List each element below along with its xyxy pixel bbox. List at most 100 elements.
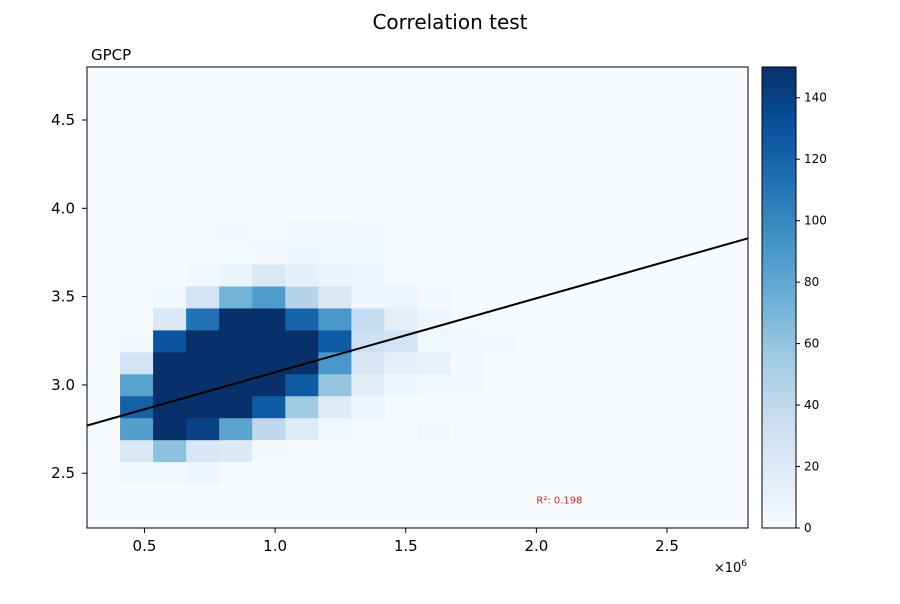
heatmap-cell: [318, 374, 352, 397]
heatmap-cell: [219, 418, 253, 441]
heatmap-cell: [285, 308, 319, 331]
y-tick-label: 4.5: [51, 111, 75, 129]
heatmap-cell: [186, 286, 220, 309]
colorbar-tick-label: 60: [804, 337, 819, 351]
r-squared-annotation: R²: 0.198: [536, 495, 582, 506]
heatmap-cell: [582, 308, 617, 331]
heatmap-cell: [681, 352, 716, 375]
x-offset-exponent: 6: [741, 559, 747, 569]
heatmap-cell: [351, 352, 385, 375]
heatmap-cell: [285, 330, 319, 353]
heatmap-cell: [120, 374, 154, 397]
y-tick-label: 3.0: [51, 376, 75, 394]
axes-title: GPCP: [91, 46, 131, 64]
heatmap-cell: [252, 264, 286, 287]
heatmap-cell: [417, 286, 451, 309]
heatmap-cell: [417, 374, 451, 397]
heatmap-cell: [549, 308, 584, 331]
heatmap-cell: [384, 396, 418, 419]
plot-frame: [86, 66, 749, 529]
colorbar-tick-label: 120: [804, 152, 827, 166]
heatmap-cell: [351, 154, 385, 178]
heatmap-cell: [186, 220, 220, 243]
heatmap-cell: [285, 396, 319, 419]
x-axis: 0.5 1.0 1.5 2.0 2.5: [133, 528, 679, 555]
heatmap-cell: [351, 396, 385, 419]
heatmap-cell: [351, 330, 385, 353]
heatmap-cell: [252, 330, 286, 353]
heatmap-cell: [318, 220, 352, 243]
colorbar-axis: 0 20 40 60 80 100 120 140: [796, 91, 827, 535]
heatmap-cell: [351, 242, 385, 265]
heatmap-cell: [219, 352, 253, 375]
heatmap-cell: [120, 330, 154, 353]
y-axis: 2.5 3.0 3.5 4.0 4.5: [51, 111, 87, 482]
heatmap-cell: [318, 286, 352, 309]
heatmap-cell: [450, 374, 484, 397]
heatmap-cell: [186, 242, 220, 265]
heatmap-cell: [252, 396, 286, 419]
x-offset-base: ×10: [714, 561, 741, 576]
y-tick-label: 2.5: [51, 464, 75, 482]
heatmap-cell: [285, 264, 319, 287]
heatmap-cell: [384, 418, 418, 441]
heatmap-cell: [120, 352, 154, 375]
heatmap-cell: [417, 352, 451, 375]
heatmap-cell: [318, 396, 352, 419]
heatmap-cell: [186, 330, 220, 353]
heatmap-cell: [153, 440, 187, 463]
heatmap-cell: [417, 242, 451, 265]
heatmap-cell: [285, 242, 319, 265]
heatmap-cell: [153, 374, 187, 397]
heatmap-cell: [450, 352, 484, 375]
heatmap-cell: [153, 330, 187, 353]
heatmap-cell: [450, 330, 484, 353]
heatmap-cell: [153, 308, 187, 331]
heatmap-cell: [516, 352, 551, 375]
colorbar-tick-label: 80: [804, 275, 819, 289]
heatmap-cell: [219, 308, 253, 331]
heatmap-cell: [384, 286, 418, 309]
heatmap-cell: [351, 418, 385, 441]
heatmap-cell: [318, 242, 352, 265]
heatmap-cell: [186, 308, 220, 331]
heatmap-cell: [384, 264, 418, 287]
heatmap-cell: [186, 264, 220, 287]
fit-line-layer: [87, 237, 748, 427]
heatmap-cell: [417, 418, 451, 441]
colorbar-tick-label: 40: [804, 398, 819, 412]
heatmap-cell: [219, 396, 253, 419]
x-tick-label: 2.0: [524, 537, 548, 555]
colorbar-tick-label: 140: [804, 91, 827, 105]
heatmap-cell: [483, 330, 518, 353]
heatmap-cell: [351, 198, 385, 222]
colorbar-tick-label: 0: [804, 521, 812, 535]
heatmap-cell: [219, 198, 253, 222]
heatmap-cell: [186, 352, 220, 375]
heatmap-cell: [120, 462, 154, 485]
x-tick-label: 1.0: [263, 537, 287, 555]
heatmap-cell: [285, 176, 319, 200]
y-tick-label: 3.5: [51, 288, 75, 306]
heatmap-cell: [351, 264, 385, 287]
heatmap-cell: [384, 110, 418, 134]
x-offset-label: ×106: [714, 559, 747, 576]
heatmap-cell: [219, 220, 253, 243]
heatmap-cell: [252, 286, 286, 309]
heatmap-cell: [450, 396, 484, 419]
heatmap-cell: [219, 440, 253, 463]
heatmap-cell: [219, 330, 253, 353]
colorbar-tick-label: 100: [804, 214, 827, 228]
heatmap-cell: [318, 440, 352, 463]
heatmap-cell: [384, 220, 418, 243]
heatmap-cell: [252, 440, 286, 463]
heatmap-cell: [318, 176, 352, 200]
colorbar-tick-label: 20: [804, 460, 819, 474]
x-tick-label: 1.5: [394, 537, 418, 555]
heatmap-cell: [351, 374, 385, 397]
heatmap-cell: [252, 308, 286, 331]
heatmap-cell: [87, 374, 121, 397]
heatmap-cell: [153, 462, 187, 485]
